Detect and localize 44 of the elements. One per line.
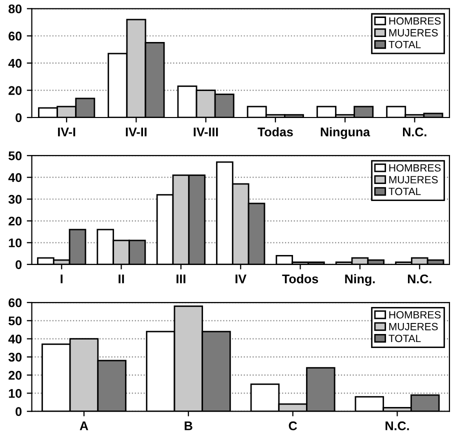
y-tick-label: 60 (8, 32, 22, 41)
legend-label: TOTAL (388, 334, 421, 342)
y-tick-label: 10 (8, 238, 22, 248)
x-tick-label: B (184, 422, 192, 430)
y-tick-label: 0 (16, 407, 22, 416)
x-tick-label: N.C. (386, 421, 409, 430)
y-tick-label: 50 (8, 151, 22, 160)
y-tick-label: 80 (8, 4, 22, 14)
x-tick-label: IV (236, 274, 246, 284)
legend-label: HOMBRES (389, 17, 441, 25)
y-tick-label: 10 (8, 389, 22, 398)
x-tick-label: C (288, 421, 297, 430)
legend-label: MUJERES (389, 29, 438, 36)
x-tick-label: III (176, 274, 186, 284)
y-tick-label: 40 (8, 334, 22, 344)
legend-label: HOMBRES (389, 164, 441, 172)
y-tick-label: 30 (8, 352, 22, 362)
x-tick-label: Ning. (345, 274, 375, 286)
x-tick-label: I (60, 274, 63, 284)
x-tick-label: N.C. (408, 274, 432, 284)
x-tick-label: IV-II (126, 128, 146, 136)
y-tick-label: 40 (8, 173, 22, 182)
x-tick-label: Todos (282, 274, 318, 284)
x-tick-label: Todas (258, 127, 293, 136)
x-tick-label: II (118, 274, 124, 284)
legend-label: MUJERES (389, 322, 438, 330)
y-tick-label: 0 (16, 260, 22, 270)
y-tick-label: 20 (8, 370, 22, 380)
legend-label: TOTAL (388, 188, 421, 196)
y-tick-label: 20 (8, 86, 22, 95)
x-tick-label: IV-III (194, 128, 218, 136)
y-tick-label: 60 (8, 298, 22, 308)
y-tick-label: 40 (8, 58, 22, 68)
y-tick-label: 0 (16, 113, 22, 122)
x-tick-label: IV-I (58, 128, 76, 136)
x-tick-label: A (80, 422, 88, 430)
x-tick-label: Ninguna (320, 127, 370, 139)
legend-label: TOTAL (388, 40, 421, 48)
legend-label: MUJERES (389, 176, 438, 184)
x-tick-label: N.C. (402, 128, 426, 136)
y-tick-label: 20 (8, 216, 22, 226)
y-tick-label: 30 (8, 194, 22, 204)
legend-label: HOMBRES (389, 311, 441, 318)
y-tick-label: 50 (8, 316, 22, 326)
